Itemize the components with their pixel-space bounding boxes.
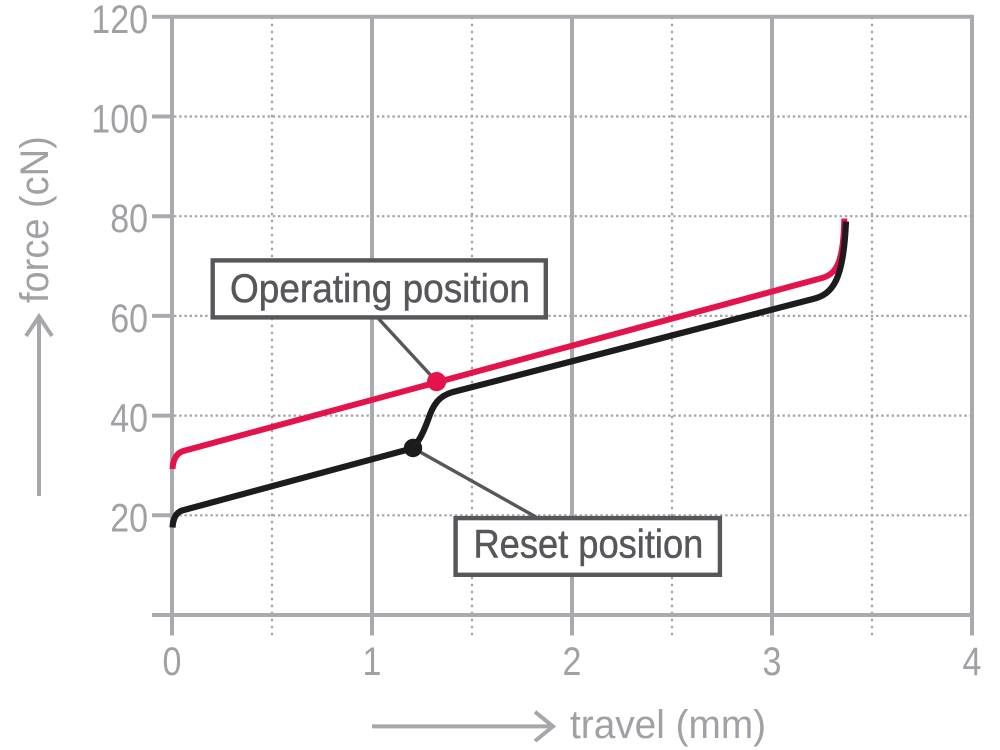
- svg-text:1: 1: [363, 638, 382, 683]
- svg-text:travel (mm): travel (mm): [570, 702, 766, 747]
- svg-text:Operating position: Operating position: [230, 267, 530, 312]
- svg-text:60: 60: [110, 295, 148, 340]
- svg-text:4: 4: [963, 638, 982, 683]
- svg-text:80: 80: [110, 196, 148, 241]
- svg-text:2: 2: [563, 638, 582, 683]
- svg-text:force (cN): force (cN): [13, 136, 57, 303]
- svg-text:0: 0: [163, 638, 182, 683]
- svg-text:120: 120: [91, 0, 148, 41]
- svg-text:3: 3: [763, 638, 782, 683]
- svg-text:Reset position: Reset position: [473, 522, 703, 567]
- svg-text:100: 100: [91, 96, 148, 141]
- svg-text:40: 40: [110, 395, 148, 440]
- svg-text:20: 20: [110, 495, 148, 540]
